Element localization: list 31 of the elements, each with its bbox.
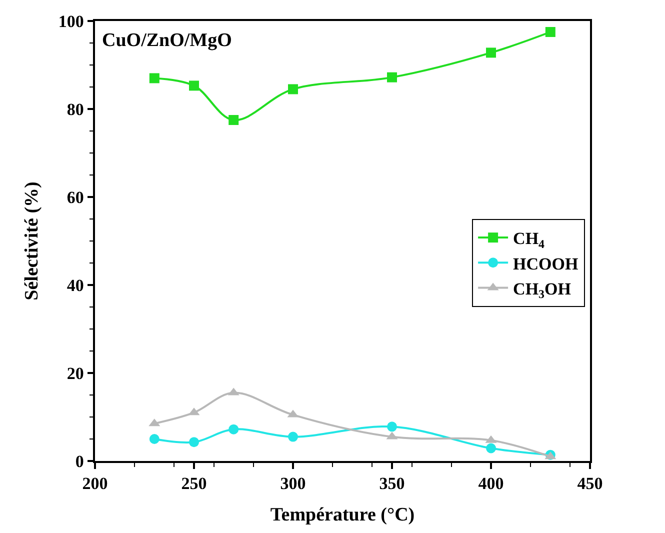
point [387,422,397,432]
point [486,48,496,58]
point [228,115,239,125]
point [189,80,199,91]
y-tick-label: 0 [75,452,84,471]
point [149,434,160,444]
point [189,437,199,448]
point [387,72,397,82]
point [228,424,239,434]
y-tick-label: 60 [66,188,84,207]
annotation: CuO/ZnO/MgO [102,30,232,51]
x-tick-label: 200 [82,474,108,494]
point [149,73,160,84]
x-tick-label: 400 [478,474,504,494]
point [545,27,556,37]
legend-label: CH$_{4}$ [513,229,545,251]
point [288,432,298,442]
x-axis-title: Température (°C) [270,504,415,526]
legend-label: CH$_{3}$OH [513,279,571,301]
point [288,84,298,94]
x-tick-label: 300 [280,474,306,494]
legend-label: HCOOH [513,254,578,274]
y-tick-label: 100 [58,12,84,31]
x-tick-label: 250 [181,474,207,494]
x-tick-label: 350 [379,474,405,494]
y-tick-label: 80 [66,100,84,119]
point [486,443,496,454]
y-tick-label: 40 [66,276,84,295]
x-tick-label: 450 [577,474,603,494]
y-axis-title: Sélectivité (%) [22,182,43,300]
y-tick-label: 20 [66,364,84,383]
